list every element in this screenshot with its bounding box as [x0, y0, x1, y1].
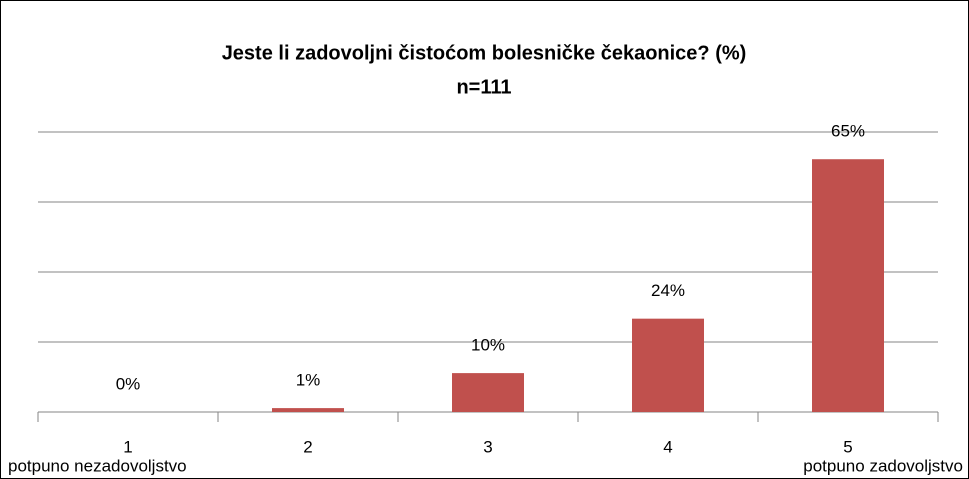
chart-title: Jeste li zadovoljni čistoćom bolesničke … — [222, 42, 747, 64]
data-label: 24% — [651, 281, 685, 300]
bar — [272, 408, 344, 412]
x-tick-label: 5 — [843, 437, 852, 456]
data-label: 0% — [116, 374, 141, 393]
x-tick-label: 4 — [663, 437, 672, 456]
bar — [452, 373, 524, 412]
bar — [632, 318, 704, 412]
data-label: 65% — [831, 122, 865, 141]
x-tick-label: 1 — [123, 437, 132, 456]
x-tick-label: 3 — [483, 437, 492, 456]
annotation: potpuno zadovoljstvo — [803, 456, 963, 475]
data-label: 10% — [471, 336, 505, 355]
bar — [812, 159, 884, 412]
x-tick-label: 2 — [303, 437, 312, 456]
annotation: potpuno nezadovoljstvo — [8, 456, 187, 475]
chart-subtitle: n=111 — [456, 76, 511, 98]
data-label: 1% — [296, 371, 321, 390]
